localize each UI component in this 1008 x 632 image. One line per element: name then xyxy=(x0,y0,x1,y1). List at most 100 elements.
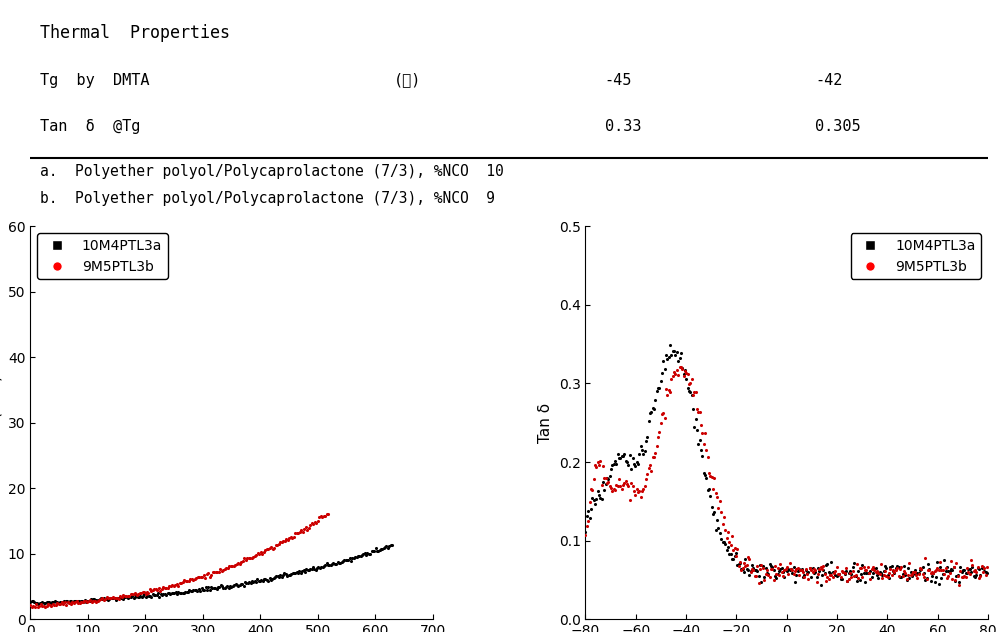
Point xyxy=(109,593,125,603)
Point xyxy=(812,562,829,572)
Point xyxy=(254,549,270,559)
Point xyxy=(656,413,672,423)
Point xyxy=(916,568,932,578)
Point xyxy=(719,545,735,555)
Point xyxy=(767,571,783,581)
Point xyxy=(88,597,104,607)
Point xyxy=(954,572,970,582)
Point xyxy=(57,597,74,607)
Point xyxy=(837,569,853,579)
Point xyxy=(44,597,60,607)
Point xyxy=(749,561,765,571)
Y-axis label: Stress (MPa): Stress (MPa) xyxy=(0,375,2,470)
Point xyxy=(898,573,914,583)
Point xyxy=(711,502,727,513)
Point xyxy=(732,557,748,568)
Point xyxy=(692,420,709,430)
Point xyxy=(76,597,92,607)
Point xyxy=(151,583,167,593)
Point xyxy=(37,599,53,609)
Point xyxy=(820,572,836,582)
Point xyxy=(587,499,603,509)
Point xyxy=(830,569,846,579)
Point xyxy=(195,585,211,595)
Point xyxy=(233,579,249,589)
Point xyxy=(864,564,880,574)
Point xyxy=(728,548,744,558)
Point xyxy=(953,566,969,576)
Point xyxy=(598,473,614,483)
Point xyxy=(600,477,616,487)
Point xyxy=(47,600,64,610)
Point xyxy=(268,540,284,550)
Point xyxy=(81,596,97,606)
Point xyxy=(330,557,346,567)
Point xyxy=(130,589,146,599)
Point xyxy=(174,577,191,587)
Point xyxy=(748,564,764,574)
Point xyxy=(838,563,854,573)
Point xyxy=(954,568,970,578)
Point xyxy=(763,564,779,574)
Point xyxy=(922,568,938,578)
Point xyxy=(841,574,857,585)
Point xyxy=(787,566,803,576)
Point xyxy=(176,575,193,585)
Point xyxy=(602,481,618,491)
Point xyxy=(881,568,897,578)
Point xyxy=(936,569,953,579)
Point xyxy=(245,576,261,586)
Point xyxy=(933,573,950,583)
Point xyxy=(716,537,732,547)
Point xyxy=(928,572,944,582)
Point xyxy=(878,562,894,573)
Point xyxy=(316,561,332,571)
Point xyxy=(29,599,45,609)
Point xyxy=(803,572,820,582)
Point xyxy=(290,568,306,578)
Point xyxy=(169,589,185,599)
Point xyxy=(978,570,994,580)
Point xyxy=(873,559,889,569)
Point xyxy=(900,570,916,580)
Point xyxy=(604,486,620,496)
Point xyxy=(75,597,91,607)
Point xyxy=(768,573,784,583)
Point xyxy=(143,592,159,602)
Point xyxy=(708,525,724,535)
Point xyxy=(338,555,354,565)
Point xyxy=(593,492,609,502)
Point xyxy=(866,564,882,574)
Point xyxy=(248,550,264,560)
Point xyxy=(844,571,860,581)
Point xyxy=(752,564,768,574)
Point xyxy=(849,576,865,586)
Point xyxy=(132,591,148,601)
Point xyxy=(108,593,124,604)
Point xyxy=(250,548,266,558)
Point xyxy=(926,576,942,586)
Point xyxy=(66,599,82,609)
Point xyxy=(319,509,335,520)
Point xyxy=(910,568,926,578)
Point xyxy=(365,546,381,556)
Point xyxy=(199,569,215,579)
Point xyxy=(713,506,729,516)
Point xyxy=(308,518,325,528)
Point xyxy=(644,451,660,461)
Point xyxy=(961,564,977,574)
Point xyxy=(963,567,979,577)
Point xyxy=(192,572,208,582)
Point xyxy=(642,460,658,470)
Point xyxy=(892,564,908,574)
Point xyxy=(146,590,162,600)
Point xyxy=(805,568,822,578)
Point xyxy=(874,569,890,580)
Point xyxy=(908,569,924,580)
Point xyxy=(977,563,993,573)
Point xyxy=(862,574,878,585)
Point xyxy=(30,599,46,609)
Point xyxy=(667,369,683,379)
Point xyxy=(305,519,322,529)
Point xyxy=(816,568,833,578)
